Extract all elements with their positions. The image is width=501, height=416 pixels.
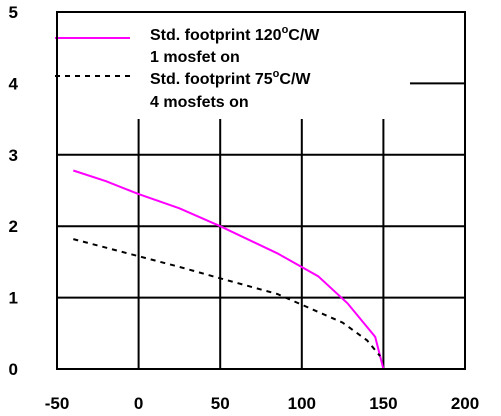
y-tick-label: 2 bbox=[9, 217, 18, 236]
x-tick-label: 50 bbox=[211, 394, 230, 413]
series-line-1 bbox=[72, 169, 385, 370]
y-tick-label: 5 bbox=[9, 3, 18, 22]
x-tick-label: 100 bbox=[288, 394, 316, 413]
y-tick-label: 1 bbox=[9, 289, 18, 308]
x-tick-label: 200 bbox=[451, 394, 479, 413]
plot-border bbox=[56, 11, 466, 370]
legend-label-series-2-sup: o bbox=[273, 68, 280, 80]
x-tick-label: -50 bbox=[45, 394, 70, 413]
legend-label-series-1-sup: o bbox=[282, 24, 289, 36]
tick-labels: -50 0 50 100 150 200 0 1 2 3 4 5 bbox=[9, 3, 480, 413]
legend: Std. footprint 120oC/W 1 mosfet on Std. … bbox=[40, 9, 410, 119]
legend-background bbox=[40, 9, 410, 119]
series-line-2 bbox=[73, 238, 381, 357]
series-layer bbox=[72, 169, 385, 370]
x-tick-label: 150 bbox=[369, 394, 397, 413]
y-tick-label: 4 bbox=[9, 74, 19, 93]
legend-label-series-1-main: Std. footprint 120 bbox=[150, 27, 282, 44]
legend-label-series-2-unit: C/W bbox=[279, 71, 311, 88]
legend-label-series-1-unit: C/W bbox=[288, 27, 320, 44]
legend-label-series-2-line2: 4 mosfets on bbox=[150, 94, 249, 111]
y-tick-label: 0 bbox=[9, 360, 18, 379]
x-tick-label: 0 bbox=[134, 394, 143, 413]
legend-label-series-2-main: Std. footprint 75 bbox=[150, 71, 273, 88]
legend-label-series-1-line2: 1 mosfet on bbox=[150, 49, 240, 66]
legend-label-series-2: Std. footprint 75oC/W bbox=[150, 68, 311, 88]
legend-label-series-1: Std. footprint 120oC/W bbox=[150, 24, 320, 44]
y-tick-label: 3 bbox=[9, 146, 18, 165]
